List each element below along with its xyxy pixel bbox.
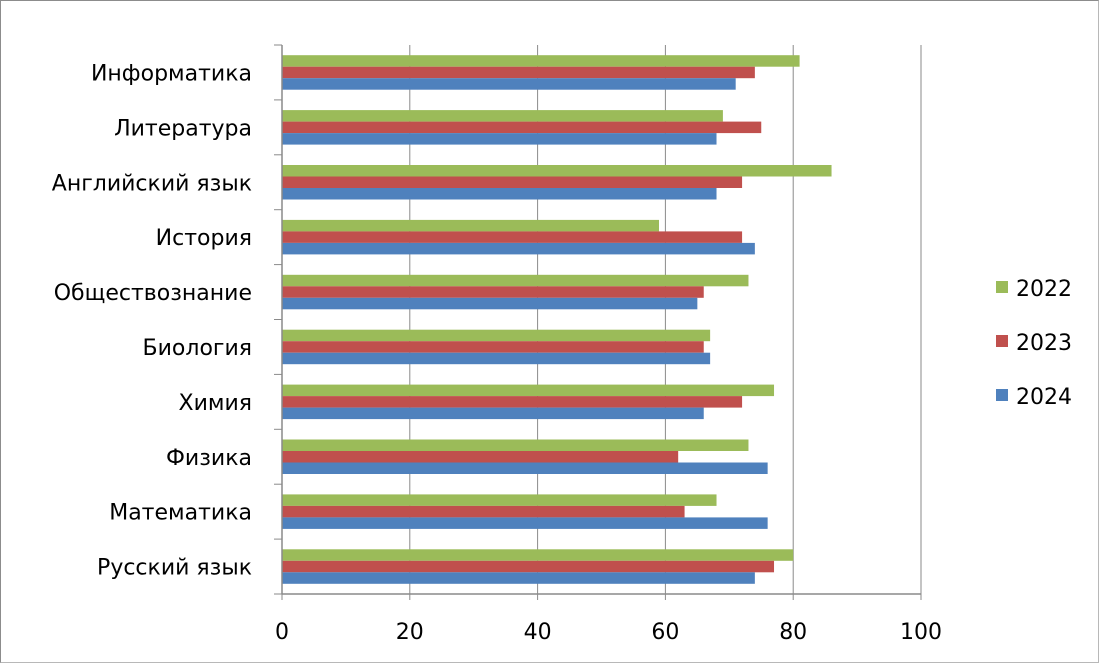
bar-2023 [282, 560, 775, 573]
bar-2023 [282, 121, 762, 134]
bar-2022 [282, 165, 832, 177]
x-tick-labels: 0 20 40 60 80 100 [275, 620, 942, 645]
bar-2022 [282, 439, 749, 451]
category-label: Биология [143, 336, 252, 361]
bar-2023 [282, 341, 704, 353]
category-label: Литература [114, 116, 252, 141]
x-tick-label: 0 [275, 620, 289, 645]
legend-label: 2022 [1016, 277, 1072, 302]
bar-2023 [282, 505, 685, 518]
bar-2024 [282, 462, 768, 474]
bar-2022 [282, 384, 775, 397]
category-labels: Русский язык Математика Физика Химия Биологи… [52, 61, 252, 580]
legend-swatch-2024 [996, 389, 1008, 401]
bar-2022 [282, 494, 717, 506]
x-tick-label: 100 [900, 620, 942, 645]
legend-label: 2024 [1016, 385, 1072, 410]
bar-2023 [282, 286, 704, 298]
bar-2022 [282, 274, 749, 287]
bar-2023 [282, 176, 743, 188]
x-tick-label: 60 [651, 620, 679, 645]
legend: 2022 2023 2024 [996, 277, 1072, 410]
bar-2022 [282, 549, 794, 561]
bar-2022 [282, 219, 660, 232]
bar-2024 [282, 133, 717, 145]
x-tick-label: 40 [524, 620, 552, 645]
bar-2024 [282, 352, 711, 365]
axes [274, 44, 922, 600]
bar-2024 [282, 242, 755, 255]
legend-swatch-2022 [996, 281, 1008, 293]
category-label: Информатика [91, 61, 252, 86]
legend-label: 2023 [1016, 331, 1072, 356]
bar-2024 [282, 572, 755, 584]
category-label: Математика [109, 501, 252, 526]
bar-2024 [282, 517, 768, 529]
category-label: Физика [166, 446, 252, 471]
category-label: Английский язык [52, 171, 252, 196]
bar-2023 [282, 231, 743, 243]
bar-2022 [282, 329, 711, 342]
x-tick-label: 80 [779, 620, 807, 645]
legend-swatch-2023 [996, 335, 1008, 347]
bar-2023 [282, 66, 755, 79]
bar-2022 [282, 110, 723, 122]
category-label: История [156, 226, 252, 251]
bar-2023 [282, 451, 679, 463]
bar-2023 [282, 396, 743, 408]
bar-2024 [282, 297, 698, 310]
category-label: Русский язык [97, 556, 252, 581]
bar-2022 [282, 55, 800, 67]
bars [282, 55, 832, 584]
category-label: Химия [179, 391, 253, 416]
bar-2024 [282, 407, 704, 420]
x-tick-label: 20 [396, 620, 424, 645]
bar-2024 [282, 188, 717, 200]
bar-2024 [282, 78, 736, 90]
category-label: Обществознание [54, 281, 252, 306]
